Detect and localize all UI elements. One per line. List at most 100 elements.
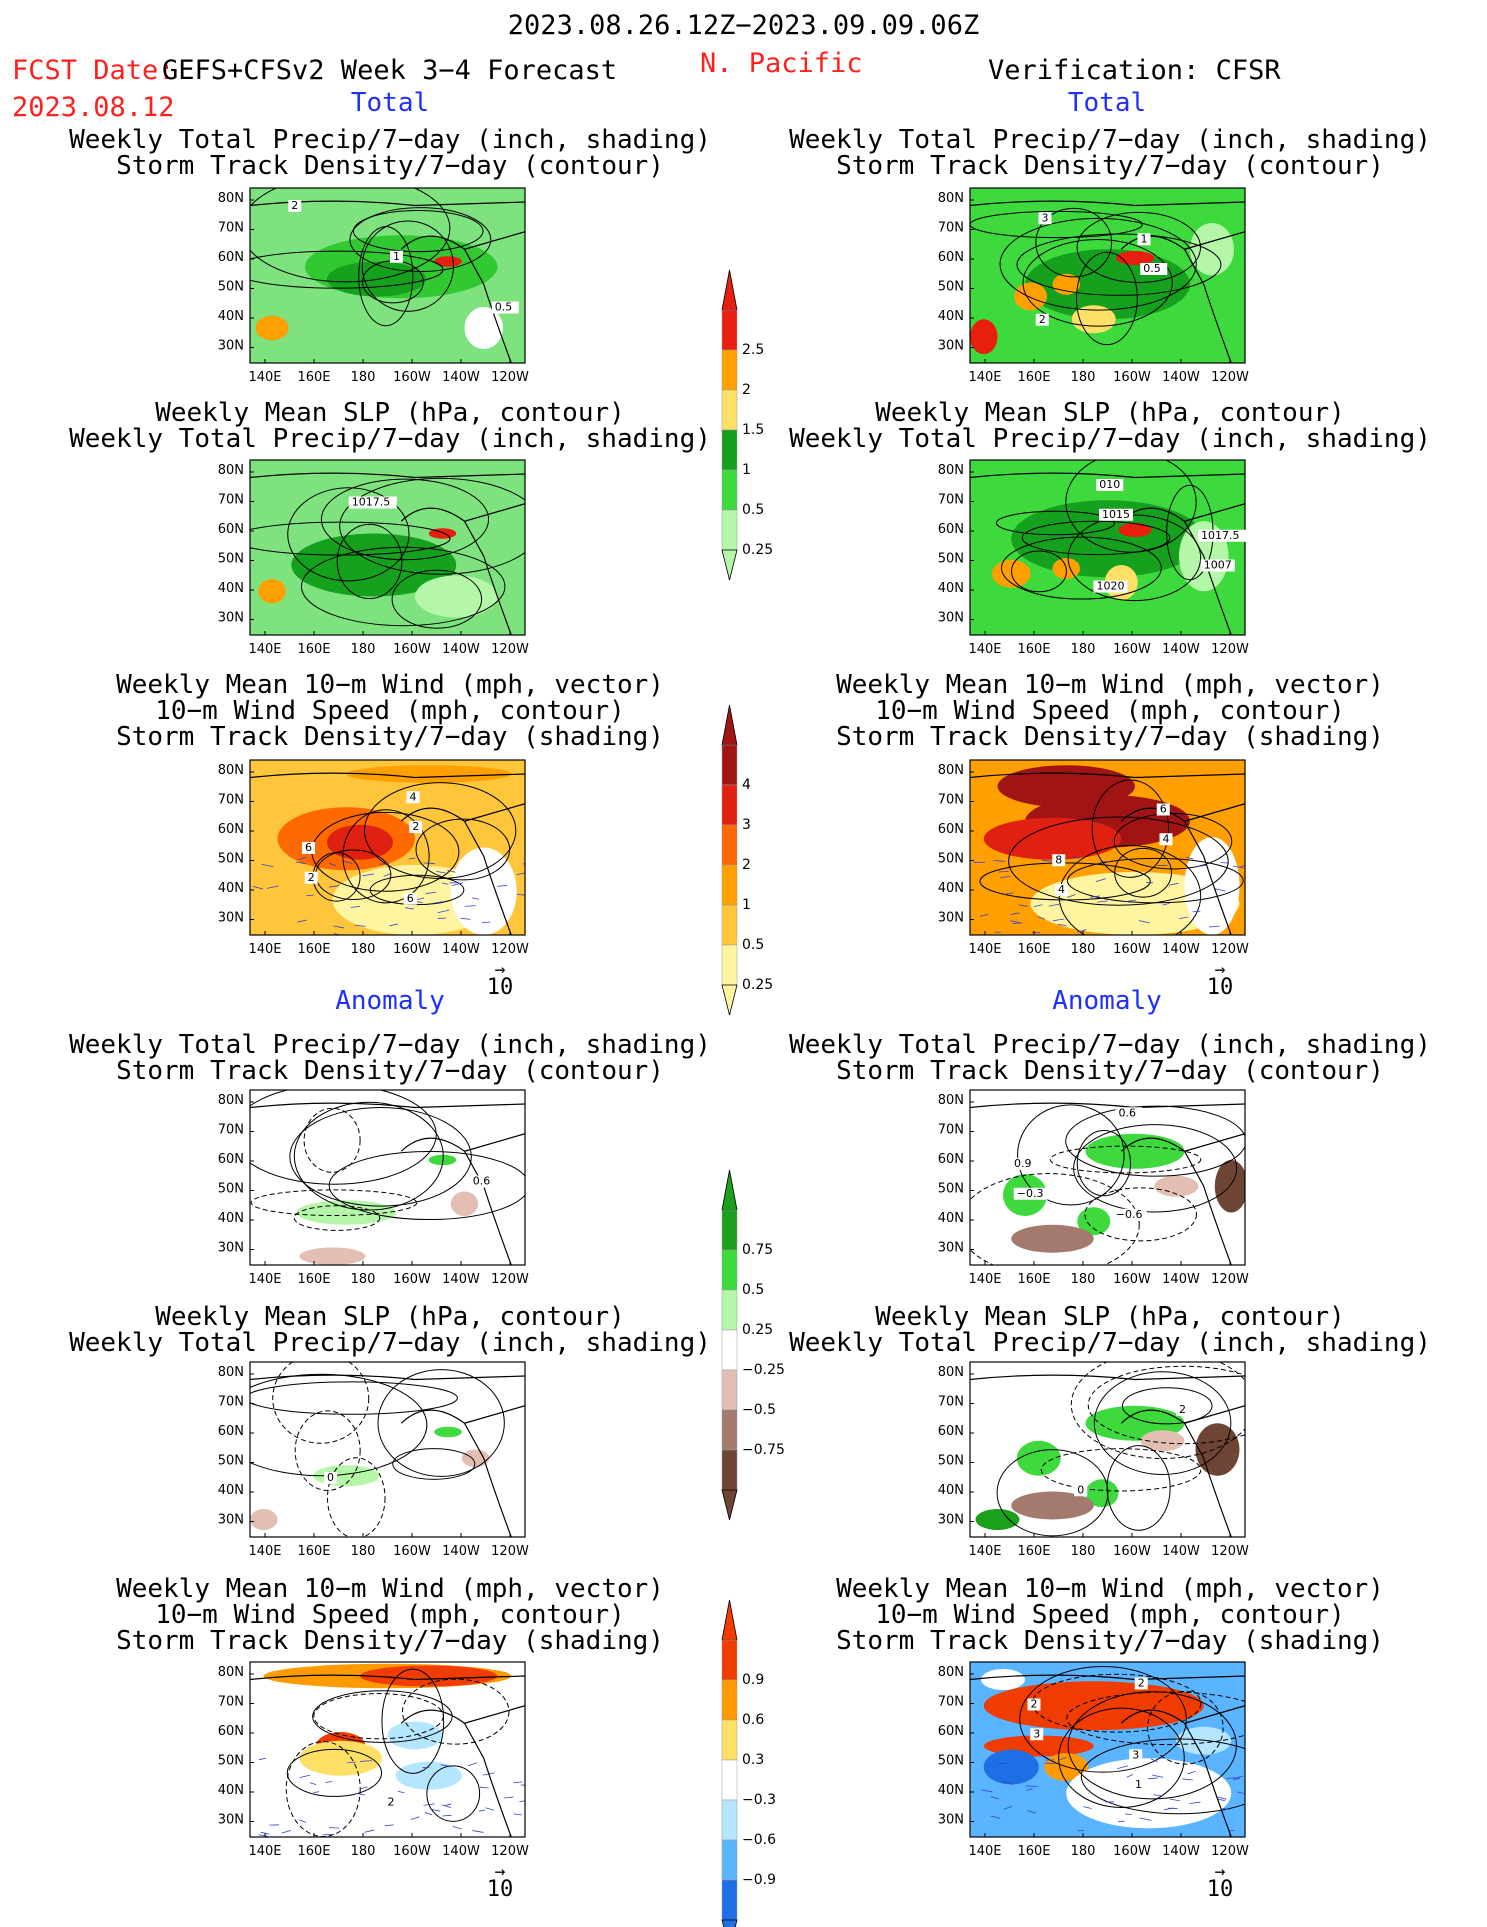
lat-tick-label: 70N (218, 793, 244, 808)
lat-tick-label: 30N (938, 1241, 964, 1256)
lat-tick-label: 60N (218, 1424, 244, 1439)
colorbar-label: 2 (742, 857, 751, 873)
lat-tick-label: 50N (218, 280, 244, 295)
colorbar-swatch (722, 1720, 737, 1760)
colorbar-label: 1 (742, 462, 751, 478)
lat-tick-label: 80N (218, 1093, 244, 1108)
lat-tick-label: 50N (218, 1754, 244, 1769)
panel-title-line: Storm Track Density/7−day (shading) (780, 722, 1440, 752)
lon-tick-label: 140E (968, 1272, 1001, 1287)
lon-tick-label: 180 (351, 1844, 376, 1859)
lat-tick-label: 50N (218, 1454, 244, 1469)
contour-label: 0.6 (1119, 1106, 1137, 1119)
lon-tick-label: 140E (248, 1544, 281, 1559)
lat-tick-label: 80N (938, 763, 964, 778)
lon-tick-label: 160E (297, 1544, 330, 1559)
map-r2: 101510070101017.5102080N70N60N50N40N30N1… (910, 450, 1255, 675)
lon-tick-label: 140E (248, 370, 281, 385)
colorbar-label: 0.9 (742, 1672, 764, 1688)
lat-tick-label: 60N (938, 1724, 964, 1739)
vector-reference: →10 (1190, 965, 1250, 1000)
vector-reference: →10 (470, 965, 530, 1000)
lon-tick-label: 160W (1113, 370, 1151, 385)
lon-tick-label: 140W (442, 1272, 480, 1287)
region-label: N. Pacific (700, 48, 863, 79)
lon-tick-label: 180 (351, 642, 376, 657)
colorbar-swatch (722, 1840, 737, 1880)
lat-tick-label: 40N (218, 1211, 244, 1226)
right-anomaly-heading: Anomaly (1007, 986, 1207, 1016)
contour-label: 0.9 (1014, 1157, 1032, 1170)
lat-tick-label: 80N (218, 191, 244, 206)
right-total-heading: Total (1007, 88, 1207, 118)
contour-label: 1017.5 (1201, 529, 1240, 542)
lon-tick-label: 140W (1162, 942, 1200, 957)
contour-label: 2 (1138, 1677, 1145, 1690)
colorbar-swatch (722, 1250, 737, 1290)
colorbar-label: 0.25 (742, 977, 773, 993)
lat-tick-label: 30N (218, 1513, 244, 1528)
lon-tick-label: 120W (491, 942, 529, 957)
lat-tick-label: 60N (218, 250, 244, 265)
contour-label: 0.5 (495, 301, 513, 314)
lon-tick-label: 120W (491, 1844, 529, 1859)
lat-tick-label: 30N (938, 1513, 964, 1528)
contour-label: 0 (1077, 1483, 1084, 1496)
lon-tick-label: 140W (1162, 1544, 1200, 1559)
colorbar-swatch (722, 825, 737, 865)
lat-tick-label: 60N (938, 1152, 964, 1167)
lat-tick-label: 30N (218, 339, 244, 354)
lat-tick-label: 80N (938, 191, 964, 206)
lon-tick-label: 160W (393, 1844, 431, 1859)
contour-label: 6 (305, 841, 312, 854)
colorbar-swatch (722, 1410, 737, 1450)
lon-tick-label: 140W (442, 642, 480, 657)
contour-label: 2 (308, 871, 315, 884)
panel-title-line: Storm Track Density/7−day (contour) (60, 151, 720, 181)
colorbar-label: −0.3 (742, 1792, 776, 1808)
colorbar-label: −0.75 (742, 1442, 785, 1458)
lat-tick-label: 60N (218, 1724, 244, 1739)
contour-label: 1007 (1204, 559, 1232, 572)
colorbar-swatch (722, 745, 737, 785)
lat-tick-label: 50N (218, 852, 244, 867)
lat-tick-label: 70N (218, 221, 244, 236)
colorbar-label: 4 (742, 777, 751, 793)
lon-tick-label: 120W (1211, 1544, 1249, 1559)
lon-tick-label: 140W (1162, 1844, 1200, 1859)
lat-tick-label: 80N (218, 763, 244, 778)
contour-label: 010 (1099, 478, 1120, 491)
lat-tick-label: 70N (938, 1395, 964, 1410)
lat-tick-label: 40N (938, 881, 964, 896)
colorbar-label: −0.5 (742, 1402, 776, 1418)
contour-label: 4 (1163, 832, 1170, 845)
verification-label: Verification: CFSR (988, 55, 1281, 86)
lon-tick-label: 180 (1071, 1272, 1096, 1287)
shading-region (434, 1427, 462, 1438)
lat-tick-label: 30N (938, 339, 964, 354)
colorbar-label: 0.25 (742, 542, 773, 558)
lon-tick-label: 120W (491, 1544, 529, 1559)
lon-tick-label: 180 (1071, 942, 1096, 957)
lon-tick-label: 120W (1211, 942, 1249, 957)
contour-label: 1015 (1102, 508, 1130, 521)
lon-tick-label: 120W (1211, 642, 1249, 657)
colorbar-swatch (722, 1450, 737, 1490)
contour-label: 4 (1058, 883, 1065, 896)
lat-tick-label: 80N (218, 1365, 244, 1380)
colorbar-swatch (722, 430, 737, 470)
lat-tick-label: 60N (938, 822, 964, 837)
lat-tick-label: 30N (938, 611, 964, 626)
